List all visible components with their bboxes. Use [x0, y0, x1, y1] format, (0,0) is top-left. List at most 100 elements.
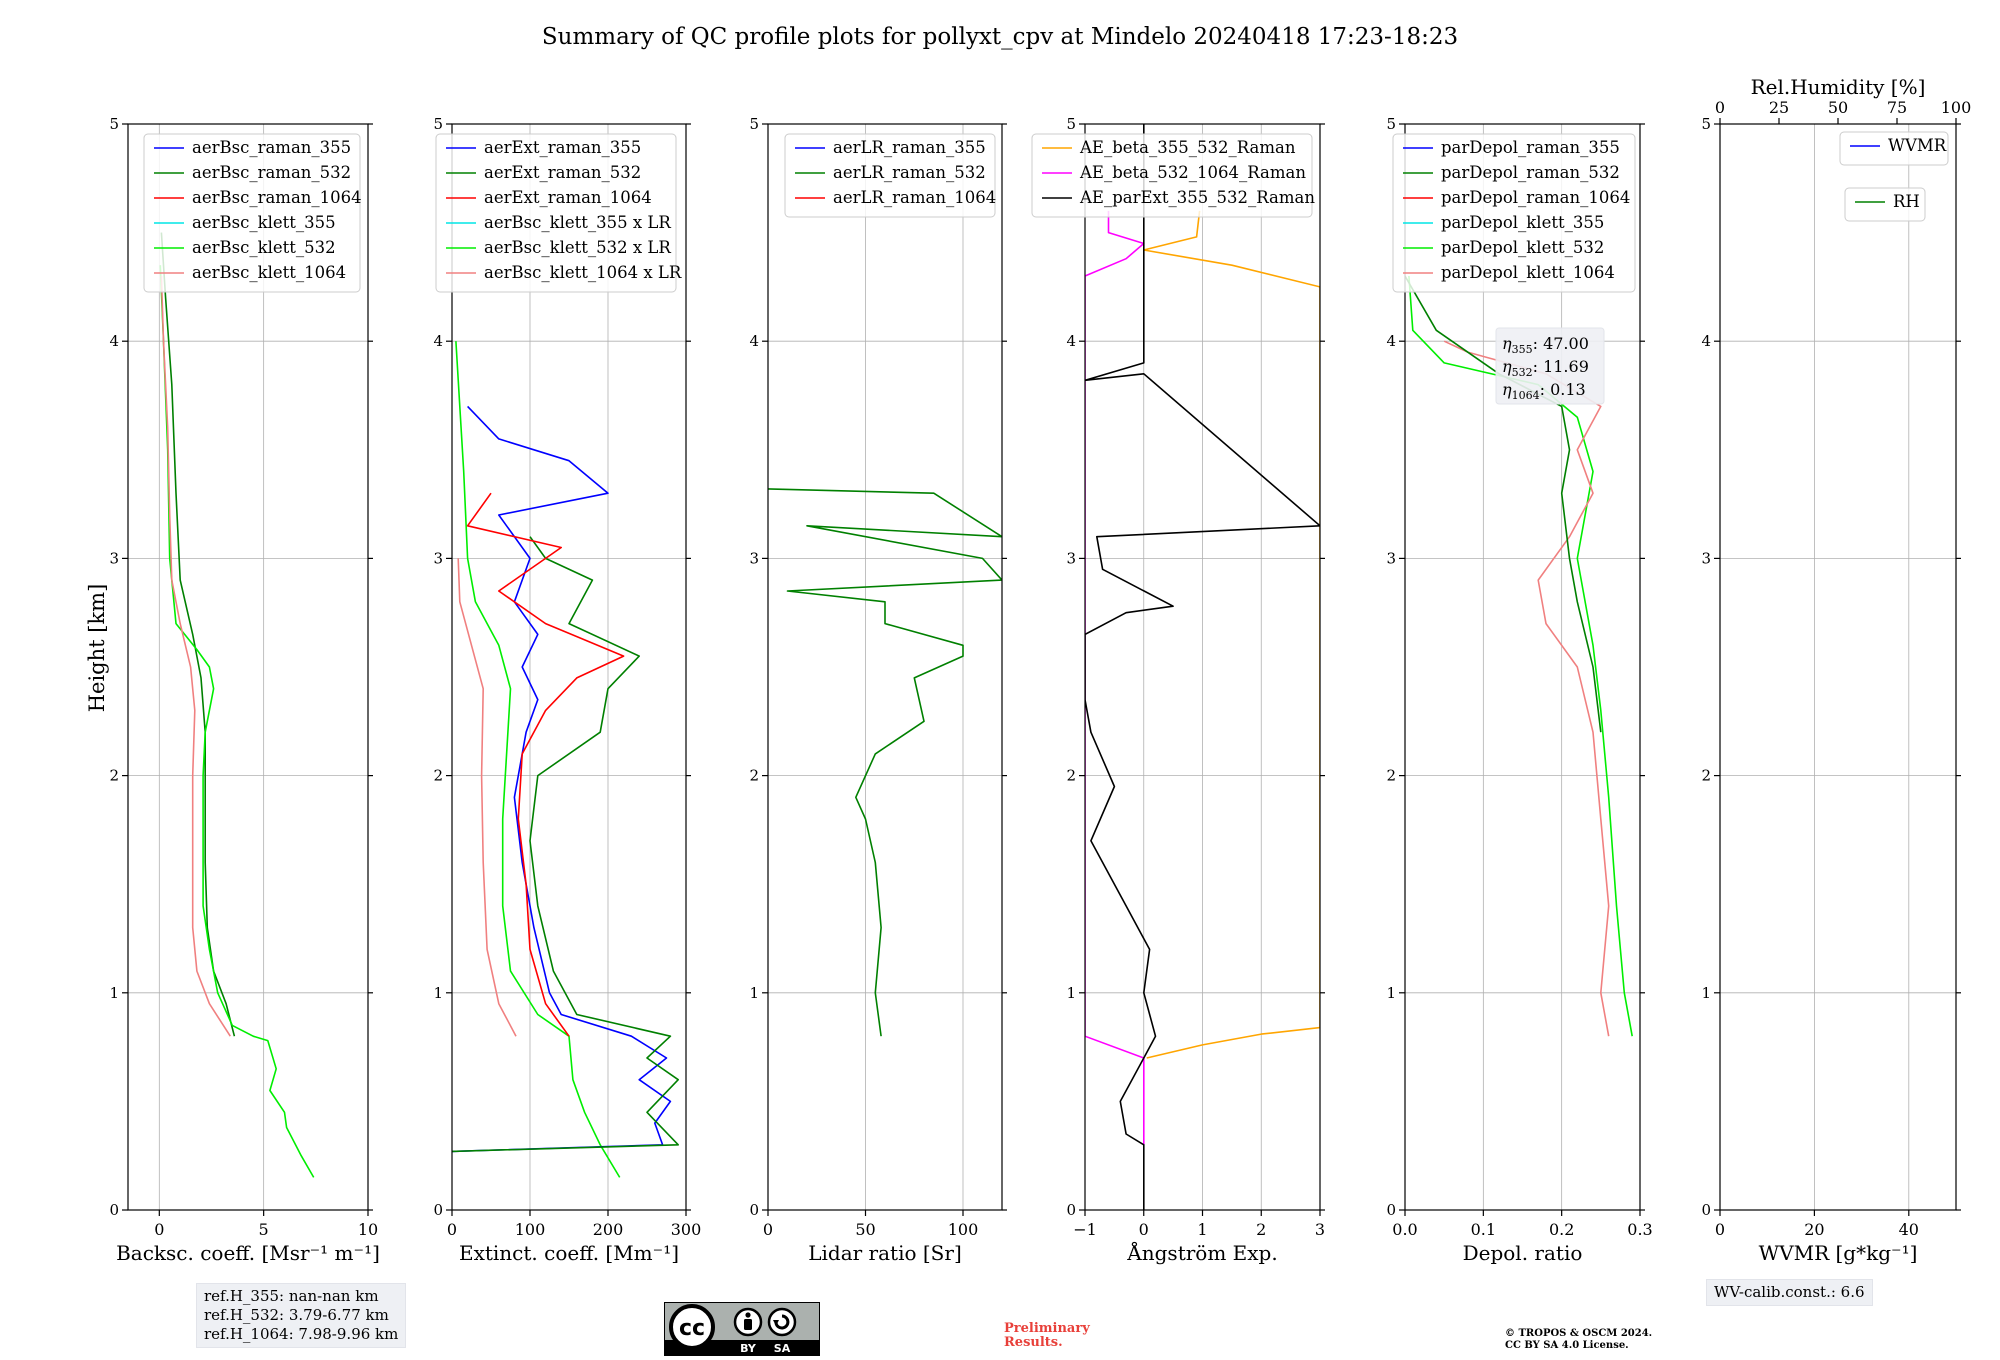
wv-top-xtick-label-2: 50: [1828, 98, 1848, 117]
depol-legend-entry-3: parDepol_klett_355: [1441, 213, 1604, 232]
backscatter-legend-entry-2: aerBsc_raman_1064: [192, 188, 362, 207]
depol-xtick-label-3: 0.3: [1627, 1220, 1652, 1239]
depol-ytick-label-3: 3: [1386, 549, 1396, 567]
angstrom-ytick-label-5: 5: [1066, 115, 1076, 133]
copyright-line-1: © TROPOS & OSCM 2024.: [1505, 1328, 1652, 1340]
lidar_ratio-legend-entry-1: aerLR_raman_532: [833, 163, 986, 182]
extinction-legend-entry-4: aerBsc_klett_532 x LR: [484, 238, 671, 257]
depol-legend-entry-0: parDepol_raman_355: [1441, 138, 1620, 157]
extinction-ytick-label-2: 2: [433, 767, 443, 785]
backscatter-xtick-label-1: 5: [259, 1220, 269, 1239]
depol-xtick-label-0: 0.0: [1392, 1220, 1417, 1239]
panel-depol: 0 1 2 3 4 5 0.0 0.1 0.2 0.3 Depol. ratio parDepol_r…: [1386, 115, 1652, 1265]
depol-ytick-label-2: 2: [1386, 767, 1396, 785]
backscatter-xlabel: Backsc. coeff. [Msr⁻¹ m⁻¹]: [116, 1241, 380, 1265]
wv-top-xlabel: Rel.Humidity [%]: [1751, 75, 1926, 99]
angstrom-ytick-label-1: 1: [1066, 984, 1076, 1002]
extinction-ytick-label-4: 4: [433, 332, 443, 350]
lidar_ratio-series-group: [768, 489, 1002, 1036]
figure-title: Summary of QC profile plots for pollyxt_…: [542, 24, 1458, 50]
depol-annotation-value-1: : 11.69: [1533, 357, 1589, 376]
backscatter-ytick-label-5: 5: [109, 115, 119, 133]
cc-sa-label: SA: [774, 1342, 791, 1355]
depol-ytick-label-1: 1: [1386, 984, 1396, 1002]
extinction-legend-entry-2: aerExt_raman_1064: [484, 188, 652, 207]
backscatter-series-group: [160, 233, 313, 1178]
depol-xlabel: Depol. ratio: [1463, 1241, 1583, 1265]
extinction-xtick-label-0: 0: [447, 1220, 457, 1239]
sa-share-icon: [769, 1309, 795, 1335]
lidar_ratio-frame: [768, 124, 1002, 1210]
y-axis-label: Height [km]: [85, 584, 109, 713]
backscatter-xtick-label-0: 0: [154, 1220, 164, 1239]
wv-xtick-label-0: 0: [1715, 1220, 1725, 1239]
depol-annotation-symbol-0: η: [1502, 334, 1512, 353]
extinction-legend-entry-1: aerExt_raman_532: [484, 163, 641, 182]
lidar_ratio-ytick-label-1: 1: [749, 984, 759, 1002]
wv-top-xtick-label-4: 100: [1941, 98, 1972, 117]
wv-ytick-label-4: 4: [1701, 332, 1711, 350]
extinction-xtick-label-1: 100: [515, 1220, 546, 1239]
depol-annotation-sub-2: 1064: [1512, 389, 1540, 402]
cc-license-badge: cc BY SA: [664, 1302, 820, 1356]
backscatter-ytick-label-1: 1: [109, 984, 119, 1002]
depol-legend-entry-5: parDepol_klett_1064: [1441, 263, 1615, 282]
angstrom-series-1: [1085, 211, 1144, 1145]
wv-ytick-label-5: 5: [1701, 115, 1711, 133]
lidar_ratio-xtick-label-0: 0: [763, 1220, 773, 1239]
backscatter-legend-entry-1: aerBsc_raman_532: [192, 163, 351, 182]
preliminary-line-2: Results.: [1004, 1336, 1090, 1350]
wv-frame: [1720, 124, 1956, 1210]
backscatter-legend-entry-0: aerBsc_raman_355: [192, 138, 351, 157]
lidar_ratio-ytick-label-5: 5: [749, 115, 759, 133]
wv-top-xtick-label-1: 25: [1769, 98, 1789, 117]
ref-height-355: ref.H_355: nan-nan km: [204, 1287, 398, 1306]
angstrom-legend-entry-0: AE_beta_355_532_Raman: [1079, 138, 1296, 157]
extinction-xlabel: Extinct. coeff. [Mm⁻¹]: [459, 1241, 679, 1265]
wv-ytick-label-0: 0: [1701, 1201, 1711, 1219]
depol-series-1: [1444, 341, 1609, 1036]
wv-xtick-label-2: 40: [1899, 1220, 1919, 1239]
depol-ytick-label-4: 4: [1386, 332, 1396, 350]
wv-xlabel: WVMR [g*kg⁻¹]: [1759, 1241, 1918, 1265]
angstrom-xtick-label-3: 2: [1256, 1220, 1266, 1239]
depol-annotation-value-2: : 0.13: [1540, 380, 1586, 399]
backscatter-legend-entry-4: aerBsc_klett_532: [192, 238, 336, 257]
reference-height-box: ref.H_355: nan-nan km ref.H_532: 3.79-6.…: [196, 1283, 406, 1348]
angstrom-series-0: [1144, 211, 1320, 1058]
extinction-legend-entry-3: aerBsc_klett_355 x LR: [484, 213, 671, 232]
backscatter-series-0: [161, 233, 234, 1037]
angstrom-ytick-label-0: 0: [1066, 1201, 1076, 1219]
backscatter-ytick-label-3: 3: [109, 549, 119, 567]
wv-ytick-label-3: 3: [1701, 549, 1711, 567]
wv-ytick-label-1: 1: [1701, 984, 1711, 1002]
backscatter-ytick-label-4: 4: [109, 332, 119, 350]
depol-xtick-label-1: 0.1: [1471, 1220, 1496, 1239]
backscatter-ytick-label-0: 0: [109, 1201, 119, 1219]
wv-1-legend-entry-0: RH: [1893, 192, 1920, 211]
wv-xtick-label-1: 20: [1804, 1220, 1824, 1239]
lidar_ratio-xlabel: Lidar ratio [Sr]: [808, 1241, 962, 1265]
wv-calibration-box: WV-calib.const.: 6.6: [1706, 1279, 1873, 1306]
angstrom-ytick-label-4: 4: [1066, 332, 1076, 350]
extinction-ytick-label-5: 5: [433, 115, 443, 133]
backscatter-xtick-label-2: 10: [358, 1220, 378, 1239]
extinction-ytick-label-1: 1: [433, 984, 443, 1002]
backscatter-legend-entry-3: aerBsc_klett_355: [192, 213, 336, 232]
wv-0-legend-entry-0: WVMR: [1888, 136, 1947, 155]
lidar_ratio-legend-entry-2: aerLR_raman_1064: [833, 188, 996, 207]
extinction-series-3: [452, 537, 678, 1152]
angstrom-xtick-label-1: 0: [1139, 1220, 1149, 1239]
lidar_ratio-ytick-label-2: 2: [749, 767, 759, 785]
ref-height-1064: ref.H_1064: 7.98-9.96 km: [204, 1325, 398, 1344]
depol-annotation-sub-0: 355: [1512, 343, 1533, 356]
panel-extinction: 0123450 100 200 300Extinct. coeff. [Mm⁻¹]ae…: [433, 115, 701, 1265]
extinction-ytick-label-3: 3: [433, 549, 443, 567]
lidar_ratio-series-0: [768, 489, 1002, 1036]
lidar_ratio-ytick-label-0: 0: [749, 1201, 759, 1219]
wv-ytick-label-2: 2: [1701, 767, 1711, 785]
panel-backscatter: 0123450 5 10Backsc. coeff. [Msr⁻¹ m⁻¹]aerB…: [109, 115, 379, 1265]
extinction-legend-entry-0: aerExt_raman_355: [484, 138, 641, 157]
